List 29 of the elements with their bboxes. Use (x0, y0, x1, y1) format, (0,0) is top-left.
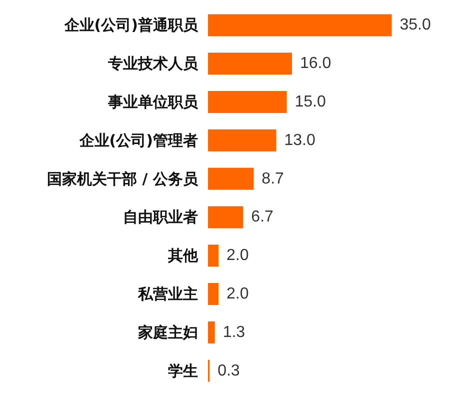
y-tick-label: 其他 (167, 246, 199, 265)
data-label: 15.0 (294, 94, 326, 110)
data-label: 2.0 (226, 247, 249, 264)
bar (208, 283, 218, 305)
bar (208, 321, 215, 344)
y-tick-label: 私营业主 (137, 285, 198, 303)
bar (208, 52, 292, 75)
y-tick-label: 专业技术人员 (107, 54, 199, 73)
bar (208, 14, 392, 36)
data-label: 0.3 (218, 362, 240, 380)
data-label: 13.0 (284, 132, 316, 149)
bar (208, 91, 287, 113)
bar (208, 206, 244, 228)
y-tick-label: 学生 (168, 362, 198, 380)
bar (208, 244, 218, 267)
bar (208, 168, 254, 190)
data-label: 1.3 (222, 324, 246, 341)
data-label: 6.7 (251, 208, 274, 226)
data-label: 2.0 (226, 286, 249, 302)
y-tick-label: 家庭主妇 (137, 323, 198, 342)
y-tick-label: 自由职业者 (123, 208, 198, 226)
data-label: 16.0 (300, 55, 332, 72)
data-label: 8.7 (262, 170, 284, 188)
data-label: 35.0 (400, 16, 431, 34)
bar (208, 129, 276, 152)
y-tick-label: 企业(公司)普通职员 (63, 16, 199, 34)
y-tick-label: 事业单位职员 (107, 93, 199, 111)
y-tick-label: 国家机关干部 / 公务员 (47, 170, 199, 188)
y-tick-label: 企业(公司)管理者 (78, 131, 198, 150)
